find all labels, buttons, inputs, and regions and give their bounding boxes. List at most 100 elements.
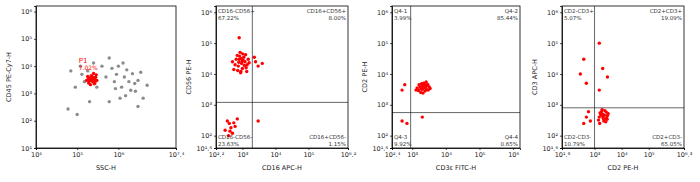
quadrant-label: CD16+CD56+ [307,8,347,14]
x-axis-title: CD2 PE-H [607,164,638,172]
tick-label: 10⁴ [547,71,558,79]
tick-label: 10¹.⁶ [372,145,388,153]
event-point [261,62,264,65]
tick-mark [34,121,36,122]
tick: 10³ [377,101,392,109]
y-axis: 10¹.⁶10²10³10⁴10⁵10⁶ [196,7,216,153]
quadrant-percent: 85.44% [497,15,518,21]
tick: 10³ [21,90,36,98]
tick: 10⁵ [303,148,314,159]
event-point [400,88,403,91]
quadrant-line [562,107,684,108]
event-point [254,60,257,63]
event-point [136,79,139,82]
tick-label: 10⁴ [21,63,32,71]
tick-label: 10⁶ [201,9,212,17]
event-point [598,41,601,44]
tick-mark [390,74,392,75]
event-point [226,119,229,122]
event-point [247,58,250,61]
tick-mark [560,136,562,137]
event-point [91,76,94,79]
event-point [589,119,592,122]
tick-mark [560,43,562,44]
event-point [125,68,128,71]
tick: 10⁶ [377,9,392,17]
x-axis-title: CD16 APC-H [262,164,302,172]
event-point [232,121,235,124]
event-point [134,90,137,93]
tick-mark [390,136,392,137]
tick-label: 10⁵ [72,151,83,159]
quadrant-line [410,6,411,148]
event-point [599,113,602,116]
quadrant-label: Q4-1 [394,8,407,14]
tick: 10³ [237,148,248,159]
tick: 10⁶ [508,148,519,159]
plot-frame [392,6,520,148]
event-point [108,100,111,103]
tick-mark [390,12,392,13]
event-point [95,73,98,76]
tick: 10³ [590,148,601,159]
x-axis: 10⁴10⁵10⁶10⁷.⁴ [31,148,185,159]
tick: 10⁵ [475,148,486,159]
x-axis: 10².⁴10³10⁴10⁵10⁶ [385,148,521,159]
tick: 10² [21,117,36,125]
quadrant-label: CD2+CD3- [652,134,682,140]
tick-mark [560,12,562,13]
event-point [245,70,248,73]
tick: 10² [201,132,216,140]
event-point [579,72,582,75]
event-point [231,60,234,63]
event-point [115,73,118,76]
tick: 10¹.⁶ [372,145,392,153]
quadrant-label: Q4-2 [505,8,518,14]
event-point [236,69,239,72]
event-point [118,96,121,99]
event-point [424,83,427,86]
event-point [238,36,241,39]
y-axis-title: CD45 PE-Cy7-H [5,52,13,102]
event-point [89,83,92,86]
event-point [229,126,232,129]
plot-frame [36,6,176,148]
event-point [74,85,77,88]
event-point [256,119,259,122]
quadrant-percent: 67.22% [218,15,239,21]
tick-label: 10³ [407,151,418,159]
quadrant-line [252,6,253,148]
tick: 10⁵ [547,40,562,48]
event-point [244,53,247,56]
tick-label: 10³ [201,101,212,109]
event-point [403,83,406,86]
tick-mark [34,148,36,149]
event-point [602,117,605,120]
tick-label: 10³ [547,101,558,109]
tick-label: 10² [21,117,32,125]
x-axis-line [217,149,349,151]
event-point [237,61,240,64]
tick-label: 10⁴ [201,71,212,79]
event-point [145,84,148,87]
quadrant-label: Q4-3 [394,134,408,140]
tick-label: 10⁶ [547,9,558,17]
tick-label: 10⁵ [377,40,388,48]
event-point [238,54,241,57]
event-point [120,85,123,88]
quadrant-label: CD2+CD3+ [650,8,683,14]
event-point [421,115,424,118]
y-axis: 10¹10²10³10⁴10⁵10⁶ [21,7,36,153]
event-point [236,117,239,120]
tick: 10¹ [21,145,36,153]
event-point [117,64,120,67]
event-point [256,64,259,67]
y-axis-title: CD3 APC-H [531,59,539,95]
tick-label: 10⁴ [617,151,628,159]
event-point [240,59,243,62]
event-point [598,122,601,125]
tick-mark [214,136,216,137]
figure: 10⁴10⁵10⁶10⁷.⁴10¹10²10³10⁴10⁵10⁶SSC-HCD4… [0,0,700,182]
event-point [600,108,603,111]
y-axis-line [560,7,563,149]
